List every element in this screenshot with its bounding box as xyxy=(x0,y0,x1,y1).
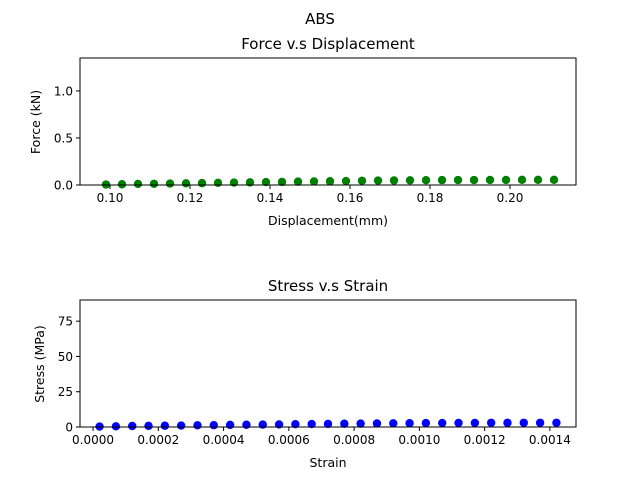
data-point xyxy=(519,418,528,427)
data-point xyxy=(209,420,218,430)
data-point xyxy=(437,175,447,185)
chart-title: Force v.s Displacement xyxy=(241,35,415,53)
data-point xyxy=(165,179,175,188)
y-tick-label: 0.0 xyxy=(54,179,73,193)
data-point xyxy=(552,418,561,427)
data-point xyxy=(454,418,463,428)
y-axis-label: Stress (MPa) xyxy=(32,325,47,403)
data-point xyxy=(517,175,527,185)
data-point xyxy=(357,176,367,185)
data-point xyxy=(149,179,159,188)
data-point xyxy=(193,421,202,430)
data-point xyxy=(181,179,191,188)
data-point xyxy=(245,178,255,187)
data-point xyxy=(309,177,319,186)
data-point xyxy=(117,180,127,189)
data-point xyxy=(421,176,431,185)
x-tick-label: 0.0014 xyxy=(529,433,571,447)
x-tick-label: 0.0002 xyxy=(137,433,179,447)
data-point xyxy=(160,421,170,430)
data-point xyxy=(389,419,398,428)
data-point xyxy=(533,175,543,185)
data-point xyxy=(307,419,316,429)
y-tick-label: 0 xyxy=(65,421,73,435)
data-point xyxy=(503,418,512,427)
x-axis-label: Strain xyxy=(309,455,346,470)
x-tick-label: 0.20 xyxy=(497,191,524,205)
data-point xyxy=(486,418,496,427)
data-point xyxy=(323,419,333,429)
data-point xyxy=(213,178,223,188)
x-tick-label: 0.0004 xyxy=(203,433,245,447)
data-point xyxy=(356,419,365,428)
y-tick-label: 1.0 xyxy=(54,84,73,98)
data-point xyxy=(405,176,415,185)
x-tick-label: 0.12 xyxy=(177,191,204,205)
x-tick-label: 0.0012 xyxy=(464,433,506,447)
data-point xyxy=(111,422,121,431)
y-tick-label: 25 xyxy=(58,385,73,399)
y-tick-label: 75 xyxy=(58,315,73,329)
x-tick-label: 0.0006 xyxy=(268,433,310,447)
data-point xyxy=(535,418,545,427)
chart-title: Stress v.s Strain xyxy=(268,277,388,295)
data-point xyxy=(549,175,559,185)
data-point xyxy=(291,419,300,429)
axis-ticks: 0.10 0.12 0.14 0.16 0.18 0.20 0.0 0.5 1.0 xyxy=(54,84,523,205)
x-tick-label: 0.0010 xyxy=(398,433,440,447)
data-point xyxy=(372,419,382,428)
data-point xyxy=(341,176,351,186)
data-point xyxy=(293,177,303,186)
x-tick-label: 0.14 xyxy=(257,191,284,205)
x-tick-label: 0.16 xyxy=(337,191,364,205)
data-point xyxy=(340,419,349,428)
data-point xyxy=(176,421,186,430)
force-displacement-chart: Force v.s Displacement Displacement(mm) … xyxy=(28,35,577,228)
data-point xyxy=(501,175,511,185)
x-tick-label: 0.0008 xyxy=(333,433,375,447)
data-point xyxy=(225,420,235,430)
data-point xyxy=(261,177,271,187)
axis-ticks: 0.0000 0.0002 0.0004 0.0006 0.0008 0.0010 0.00… xyxy=(58,315,571,447)
data-point xyxy=(258,420,267,429)
x-tick-label: 0.10 xyxy=(97,191,124,205)
data-point xyxy=(470,418,480,428)
stress-strain-chart: Stress v.s Strain Strain Stress (MPa) 0.… xyxy=(32,277,577,470)
data-point xyxy=(128,421,137,431)
data-point xyxy=(469,175,479,185)
data-point xyxy=(453,175,463,185)
data-point xyxy=(277,177,287,187)
data-point xyxy=(144,421,153,431)
data-point xyxy=(485,175,495,185)
y-axis-label: Force (kN) xyxy=(28,90,43,154)
x-tick-label: 0.0000 xyxy=(72,433,114,447)
y-tick-label: 50 xyxy=(58,350,73,364)
plot-frame xyxy=(79,299,577,428)
x-axis-label: Displacement(mm) xyxy=(268,213,388,228)
data-point xyxy=(373,176,383,185)
x-tick-label: 0.18 xyxy=(417,191,444,205)
data-point xyxy=(242,420,251,429)
figure-suptitle: ABS xyxy=(305,10,335,28)
plot-frame xyxy=(79,57,577,186)
data-point xyxy=(421,418,431,428)
data-point xyxy=(405,418,414,428)
data-point xyxy=(389,176,399,185)
data-point xyxy=(325,177,335,186)
data-point xyxy=(133,179,143,189)
y-tick-label: 0.5 xyxy=(54,131,73,145)
data-point xyxy=(438,418,447,428)
data-point xyxy=(197,178,207,188)
